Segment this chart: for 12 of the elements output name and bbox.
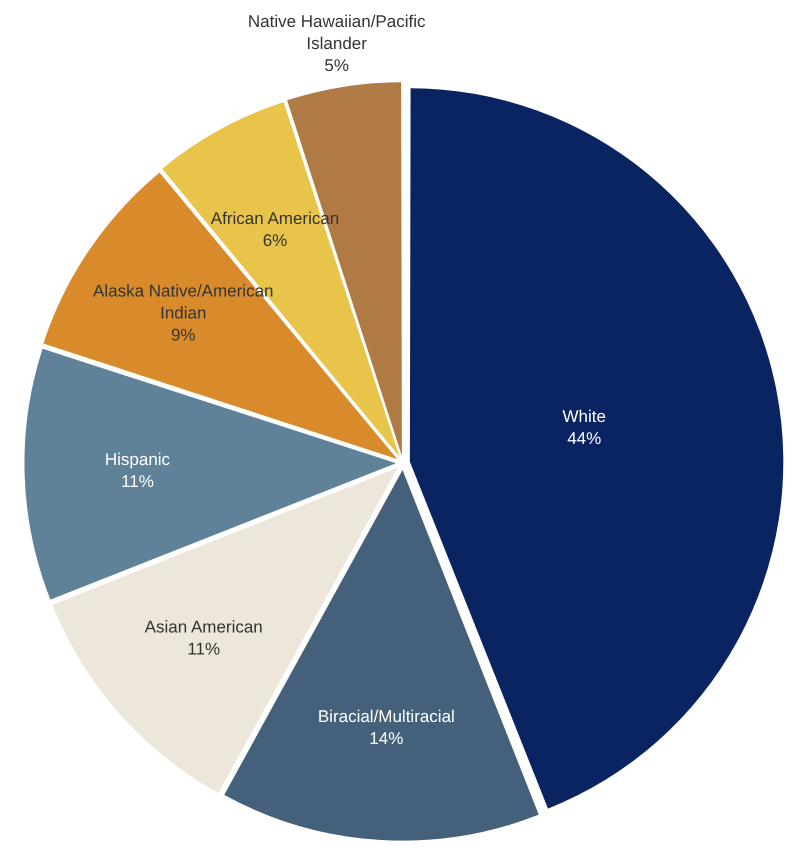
slice-label: Hispanic [104, 450, 171, 470]
data-label: 11% [187, 639, 220, 658]
data-label: 44% [567, 429, 602, 448]
slice-label: White [562, 407, 606, 426]
data-label: 6% [262, 230, 288, 250]
data-label: 14% [369, 728, 404, 748]
data-label: 5% [324, 56, 349, 75]
data-label: 9% [170, 325, 196, 344]
slice-label: Biracial/Multiracial [318, 706, 455, 726]
data-label: 11% [121, 472, 154, 492]
slice-label: Asian American [144, 617, 263, 636]
slice-label: Native Hawaiian/Pacific Islander [248, 12, 426, 53]
